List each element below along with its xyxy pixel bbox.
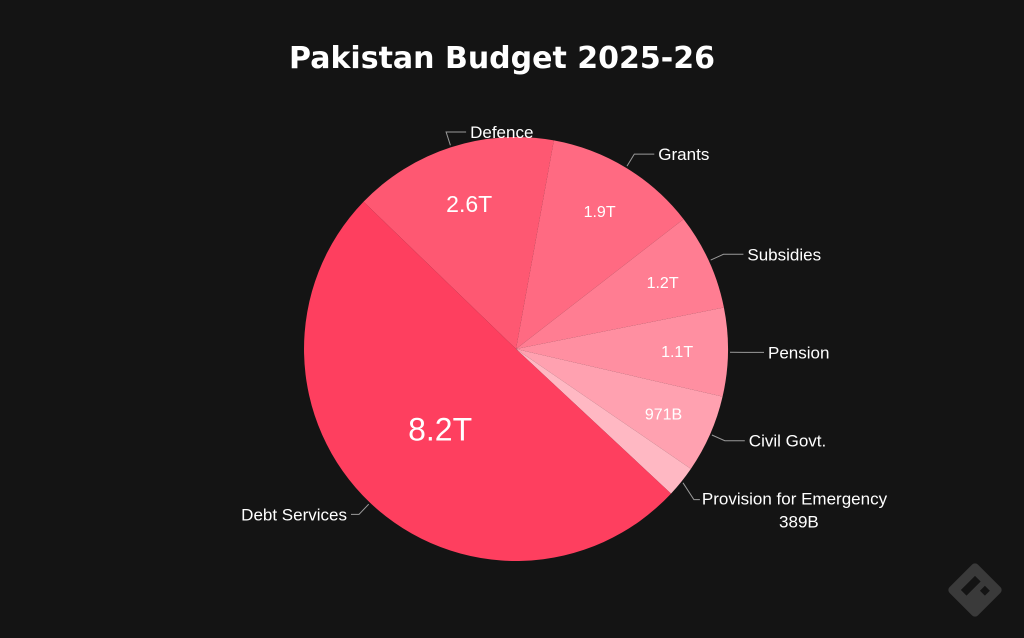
chart-title: Pakistan Budget 2025-26 (289, 41, 715, 76)
leader-line-civil-govt (711, 434, 745, 442)
value-label-subsidies: 1.2T (647, 275, 679, 292)
value-label-grants: 1.9T (584, 204, 616, 221)
slice-debt-services (304, 201, 672, 561)
name-label-debt-services: Debt Services (241, 505, 347, 524)
leader-line-subsidies (710, 253, 744, 261)
name-label-grants: Grants (658, 145, 709, 164)
pie-slices (304, 137, 729, 561)
name-label-subsidies: Subsidies (747, 245, 821, 264)
value-label-civil-govt: 971B (645, 407, 682, 424)
name-label-provision-for-emergency: Provision for Emergency (702, 490, 888, 509)
name-label-civil-govt: Civil Govt. (749, 432, 826, 451)
name-label-pension: Pension (768, 343, 829, 362)
slice-value-labels: 2.6T 1.9T 1.2T 1.1T 971B 8.2T (408, 191, 693, 448)
value-label-provision-for-emergency: 389B (779, 513, 819, 532)
slice-grants (516, 140, 684, 349)
value-label-defence: 2.6T (446, 191, 492, 217)
slice-civil-govt (516, 349, 723, 469)
leader-line-grants (626, 153, 655, 167)
leader-line-provision-for-emergency (682, 482, 700, 501)
value-label-debt-services: 8.2T (408, 412, 472, 448)
slice-pension (516, 307, 729, 397)
slice-provision-for-emergency (516, 349, 691, 494)
leader-line-debt-services (351, 503, 370, 515)
slice-name-labels: Defence Grants Subsidies Pension Civil Govt.… (241, 123, 887, 532)
leader-line-defence (445, 131, 467, 146)
slice-subsidies (516, 219, 724, 349)
slice-defence (363, 137, 554, 349)
name-label-defence: Defence (470, 123, 533, 142)
value-label-pension: 1.1T (661, 344, 693, 361)
brand-logo-icon (948, 563, 1002, 617)
